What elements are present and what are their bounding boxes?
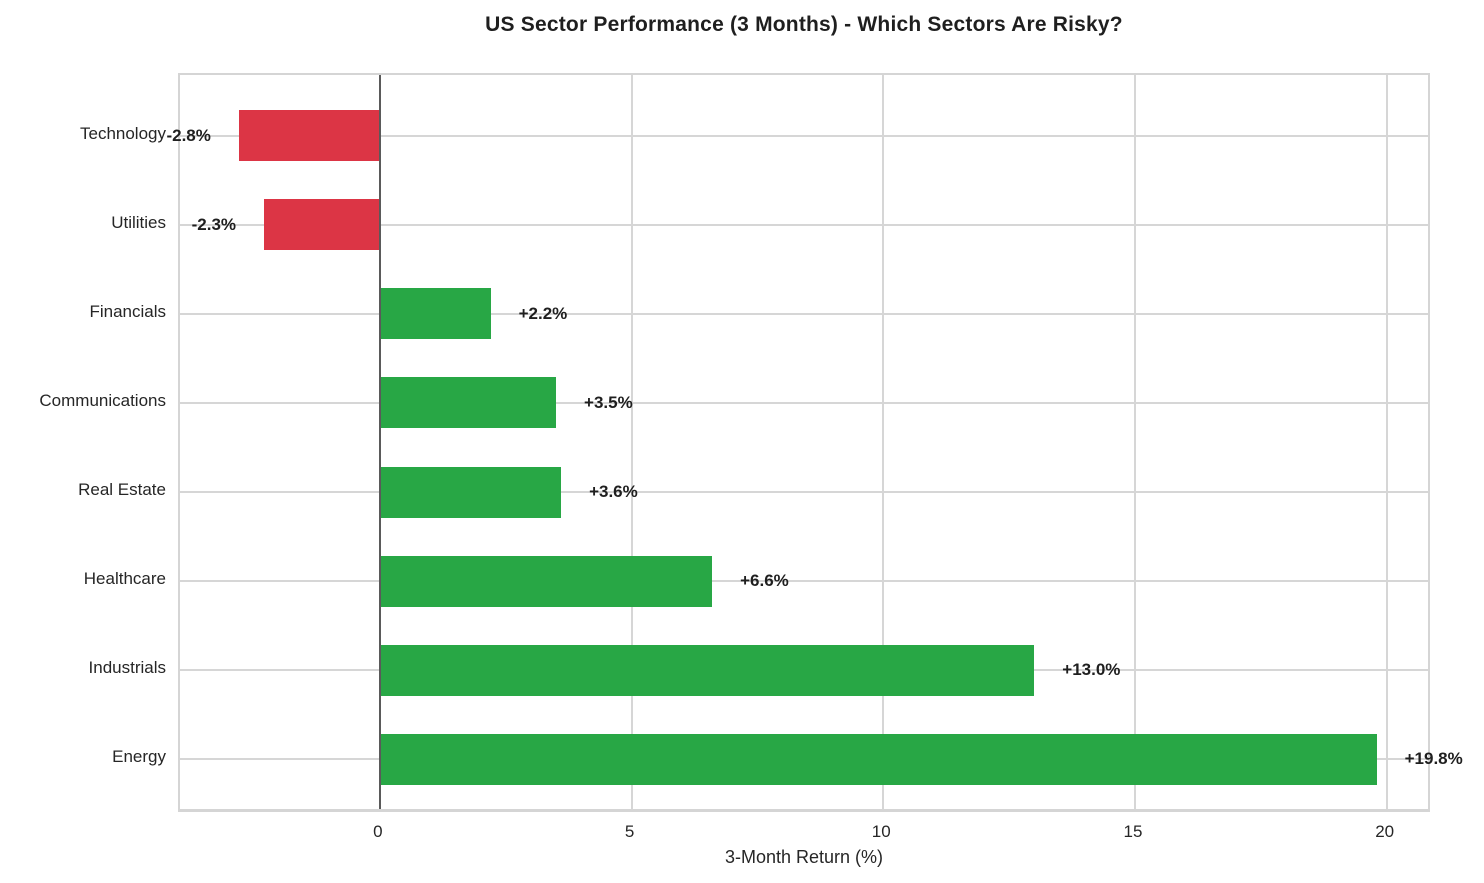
x-gridline-5 [630, 75, 633, 809]
plot-area: -2.8% -2.3% +2.2% +3.5% +3.6% +6.6% +13.0% +19.… [166, 73, 1463, 812]
y-tick-label-utilities: Utilities [111, 212, 166, 232]
x-gridline-10 [882, 75, 885, 809]
y-tick-label-real-estate: Real Estate [78, 480, 166, 500]
x-tick-label-15: 15 [1123, 822, 1143, 841]
x-tick-label-5: 5 [624, 822, 635, 841]
bar-value-label-real-estate: +3.6% [589, 482, 638, 502]
y-tick-label-energy: Energy [112, 747, 166, 767]
bar-value-label-technology: -2.8% [166, 125, 211, 145]
y-gridline-real-estate [180, 491, 1428, 494]
y-gridline-utilities [180, 223, 1428, 226]
bar-value-label-industrials: +13.0% [1062, 660, 1121, 680]
zero-line [378, 75, 381, 809]
x-tick-label-20: 20 [1375, 822, 1395, 841]
bar-technology [238, 110, 380, 161]
bar-value-label-financials: +2.2% [518, 303, 568, 323]
bar-value-label-communications: +3.5% [584, 392, 633, 412]
bar-real-estate [379, 466, 562, 518]
chart-title: US Sector Performance (3 Months) - Which… [485, 13, 1123, 36]
y-gridline-technology [180, 134, 1428, 137]
x-gridline-20 [1385, 75, 1388, 809]
bar-value-label-healthcare: +6.6% [740, 571, 789, 591]
bar-energy [379, 733, 1377, 785]
y-gridline-communications [180, 401, 1428, 404]
y-tick-label-industrials: Industrials [88, 658, 166, 678]
bar-utilities [264, 199, 380, 251]
x-gridline-15 [1133, 75, 1136, 809]
y-gridline-financials [180, 312, 1428, 315]
y-tick-label-communications: Communications [39, 390, 166, 410]
x-axis-title: 3-Month Return (%) [724, 847, 884, 867]
y-gridline-healthcare [180, 580, 1428, 583]
y-tick-label-healthcare: Healthcare [83, 569, 166, 589]
bar-industrials [379, 644, 1035, 696]
bar-financials [379, 288, 491, 340]
y-tick-label-technology: Technology [79, 123, 166, 143]
bar-communications [379, 377, 557, 429]
x-tick-label-10: 10 [871, 822, 891, 841]
bar-value-label-energy: +19.8% [1404, 749, 1463, 769]
bar-healthcare [379, 555, 713, 607]
x-tick-label-0: 0 [373, 822, 383, 841]
y-tick-label-financials: Financials [89, 301, 166, 321]
bar-value-label-utilities: -2.3% [191, 214, 237, 234]
